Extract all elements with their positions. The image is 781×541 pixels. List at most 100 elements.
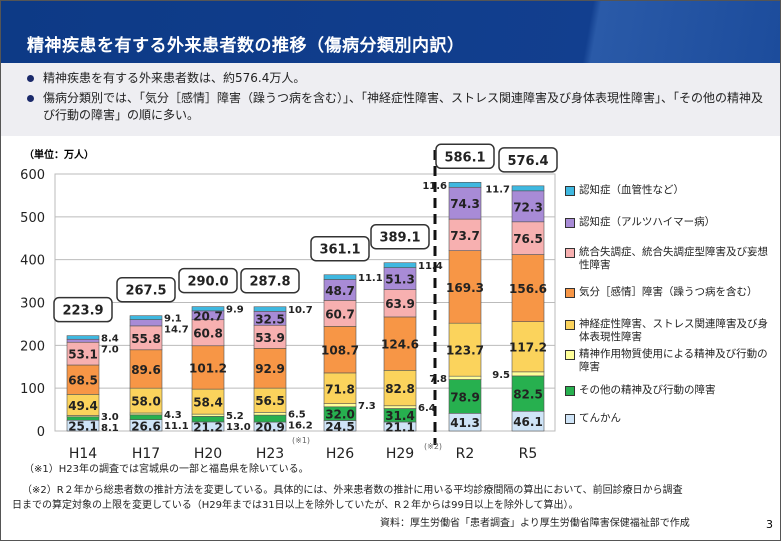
total-box bbox=[370, 223, 430, 250]
total-label: 290.0 bbox=[187, 275, 228, 290]
data-label: 32.5 bbox=[255, 312, 285, 326]
bar-segment bbox=[383, 262, 417, 268]
bar-segment bbox=[129, 387, 163, 414]
data-label: 71.8 bbox=[325, 382, 355, 396]
bar-segment bbox=[448, 186, 482, 220]
bar-segment bbox=[383, 370, 417, 407]
legend-label: 精神作用物質使用による精神及び行動の障害 bbox=[579, 348, 768, 373]
bar-segment bbox=[511, 254, 545, 322]
y-tick-label: 400 bbox=[20, 254, 45, 269]
data-label: 7.3 bbox=[358, 401, 376, 412]
y-tick-label: 300 bbox=[20, 297, 45, 312]
data-label: 8.1 bbox=[101, 423, 119, 434]
x-tick-label: H29 bbox=[386, 446, 414, 462]
bar-segment bbox=[66, 338, 100, 343]
y-axis-unit: （単位：万人） bbox=[24, 150, 94, 161]
slide-title: 精神疾患を有する外来患者数の推移（傷病分類別内訳） bbox=[27, 36, 465, 56]
bar-segment bbox=[191, 388, 225, 415]
legend-label: てんかん bbox=[579, 412, 621, 424]
bar-segment bbox=[253, 306, 287, 312]
legend-item: 認知症（アルツハイマー病） bbox=[565, 216, 715, 229]
data-label: 123.7 bbox=[446, 344, 484, 358]
summary-bullet: 精神疾患を有する外来患者数は、約576.4万人。 bbox=[23, 70, 763, 87]
data-label: 9.1 bbox=[164, 314, 182, 325]
bar-segment bbox=[511, 190, 545, 223]
bar-segment bbox=[323, 300, 357, 327]
x-tick-label: H20 bbox=[194, 446, 222, 462]
bar-segment bbox=[129, 319, 163, 327]
header-band: 精神疾患を有する外来患者数の推移（傷病分類別内訳） bbox=[1, 1, 780, 63]
x-tick-label: H17 bbox=[132, 446, 160, 462]
bar-segment bbox=[66, 335, 100, 340]
data-label: 11.4 bbox=[418, 261, 443, 272]
data-label: 20.9 bbox=[255, 421, 285, 435]
data-label: 21.2 bbox=[193, 420, 223, 434]
data-label: 74.3 bbox=[450, 197, 480, 211]
data-label: 55.8 bbox=[131, 332, 161, 346]
data-label: 53.9 bbox=[255, 331, 285, 345]
data-label: 60.7 bbox=[325, 307, 355, 321]
data-label: 82.8 bbox=[385, 382, 415, 396]
data-label: 16.2 bbox=[288, 421, 313, 432]
data-label: 5.2 bbox=[226, 411, 244, 422]
data-label: 49.4 bbox=[68, 399, 98, 413]
total-box bbox=[240, 267, 300, 294]
data-label: 7.8 bbox=[429, 374, 447, 385]
total-label: 287.8 bbox=[249, 275, 290, 290]
data-label: 60.8 bbox=[193, 327, 223, 341]
legend-item: てんかん bbox=[565, 412, 621, 425]
bar-segment bbox=[323, 274, 357, 280]
bar-segment bbox=[383, 316, 417, 371]
data-label: 11.1 bbox=[358, 273, 383, 284]
legend-swatch bbox=[565, 350, 575, 360]
data-label: 11.6 bbox=[422, 181, 447, 192]
bar-segment bbox=[448, 375, 482, 380]
x-tick-label: R2 bbox=[456, 446, 475, 462]
bar-segment bbox=[511, 321, 545, 373]
total-label: 576.4 bbox=[507, 154, 548, 169]
legend-item: 精神作用物質使用による精神及び行動の障害 bbox=[565, 348, 770, 374]
bar-segment bbox=[66, 416, 100, 421]
footnote-2b: 日までの算定対象の上限を変更している（H29年までは31日以上を除外していたが、… bbox=[12, 500, 579, 511]
bar-segment bbox=[191, 416, 225, 423]
legend-swatch bbox=[565, 218, 575, 228]
bar-segment bbox=[383, 405, 417, 409]
category-footnote-mark: (※1) bbox=[292, 436, 310, 445]
legend-label: 気分［感情］障害（躁うつ病を含む） bbox=[579, 286, 758, 298]
legend-label: 統合失調症、統合失調症型障害及び妄想性障害 bbox=[579, 246, 768, 271]
data-label: 11.7 bbox=[485, 184, 510, 195]
data-label: 9.9 bbox=[226, 305, 244, 316]
x-tick-label: H23 bbox=[256, 446, 284, 462]
data-label: 25.1 bbox=[68, 420, 98, 434]
data-label: 13.0 bbox=[226, 422, 251, 433]
legend-swatch bbox=[565, 386, 575, 396]
data-label: 6.5 bbox=[288, 410, 306, 421]
data-label: 20.7 bbox=[193, 309, 223, 323]
data-label: 31.4 bbox=[385, 409, 415, 423]
data-label: 117.2 bbox=[509, 341, 547, 355]
data-label: 78.9 bbox=[450, 390, 480, 404]
bar-segment bbox=[511, 185, 545, 192]
data-label: 3.0 bbox=[101, 412, 119, 423]
data-label: 4.3 bbox=[164, 410, 182, 421]
legend-swatch bbox=[565, 186, 575, 196]
legend-item: 気分［感情］障害（躁うつ病を含む） bbox=[565, 286, 758, 299]
total-label: 361.1 bbox=[319, 243, 360, 258]
summary-bullet: 傷病分類別では、「気分［感情］障害（躁うつ病を含む）」、「神経症性障害、ストレス… bbox=[23, 90, 763, 124]
legend-item: 統合失調症、統合失調症型障害及び妄想性障害 bbox=[565, 246, 770, 272]
bar-segment bbox=[448, 322, 482, 377]
bar-segment bbox=[323, 403, 357, 408]
data-label: 53.1 bbox=[68, 348, 98, 362]
data-label: 26.6 bbox=[131, 419, 161, 433]
bar-segment bbox=[129, 414, 163, 420]
data-label: 41.3 bbox=[450, 416, 480, 430]
bar-segment bbox=[383, 289, 417, 318]
bar-segment bbox=[191, 306, 225, 312]
data-label: 11.1 bbox=[164, 421, 189, 432]
bar-segment bbox=[253, 412, 287, 416]
total-label: 223.9 bbox=[62, 304, 103, 319]
bar-segment bbox=[253, 414, 287, 423]
data-label: 63.9 bbox=[385, 297, 415, 311]
legend-item: 神経症性障害、ストレス関連障害及び身体表現性障害 bbox=[565, 318, 770, 344]
data-label: 51.3 bbox=[385, 273, 415, 287]
